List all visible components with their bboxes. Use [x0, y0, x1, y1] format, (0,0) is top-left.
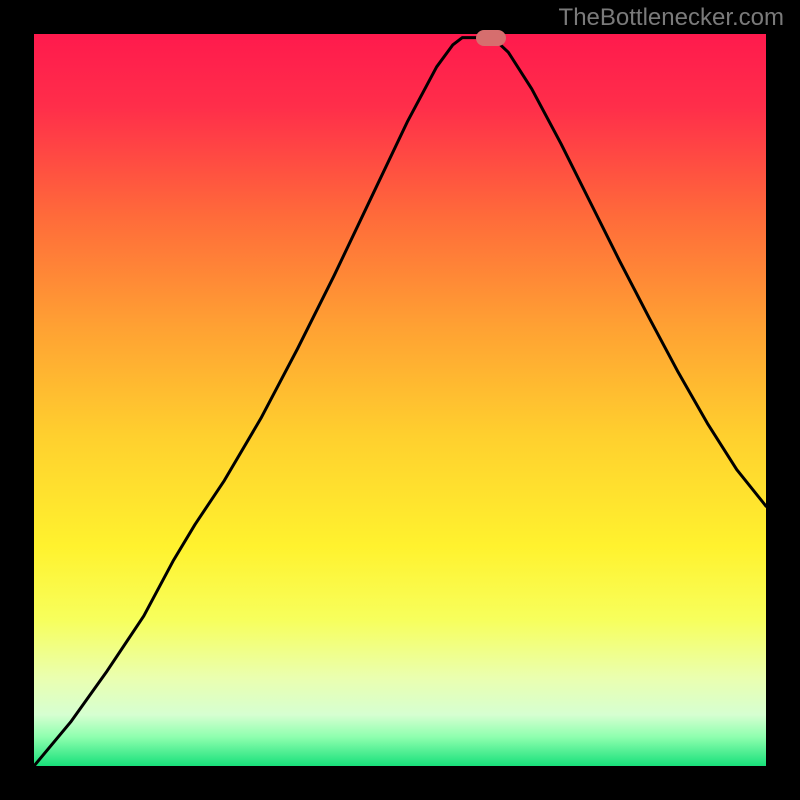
watermark-text: TheBottlenecker.com [559, 4, 784, 32]
plot-area [34, 34, 766, 766]
plot-svg [34, 34, 766, 766]
gradient-background [34, 34, 766, 766]
chart-frame: TheBottlenecker.com [0, 0, 800, 800]
optimal-point-marker [476, 30, 506, 46]
